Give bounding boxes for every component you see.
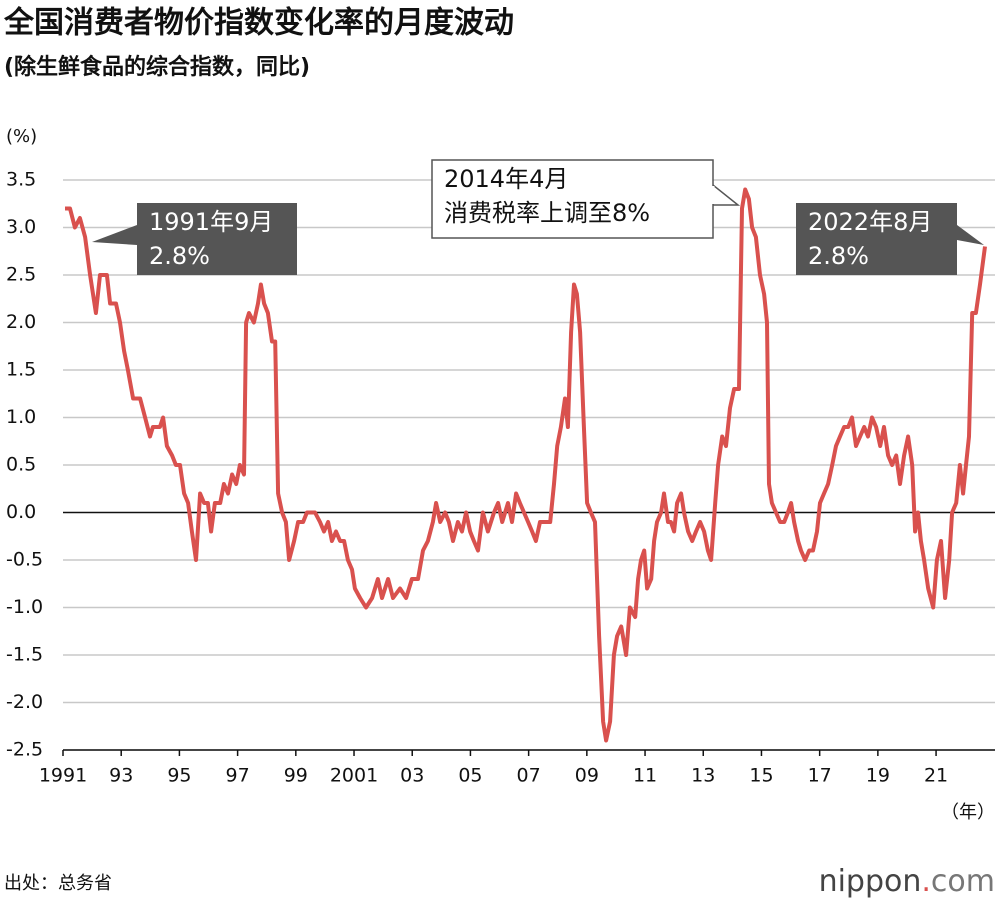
y-tick-label: 2.0 [6, 311, 36, 333]
x-tick-label: 09 [575, 765, 599, 787]
x-tick-label: 07 [517, 765, 541, 787]
x-tick-label: 99 [284, 765, 308, 787]
x-tick-label: 19 [866, 765, 890, 787]
x-tick-label: 95 [167, 765, 191, 787]
annotation-text: 2014年4月 [444, 165, 568, 193]
y-tick-label: 1.5 [6, 359, 36, 381]
y-tick-label: 3.5 [6, 169, 36, 191]
y-tick-label: 0.5 [6, 454, 36, 476]
logo-domain: com [931, 864, 995, 899]
x-tick-label: 13 [691, 765, 715, 787]
y-tick-label: 2.5 [6, 264, 36, 286]
data-line [65, 187, 987, 743]
annotation: 1991年9月 2.8% [92, 203, 297, 275]
x-tick-label: 21 [924, 765, 948, 787]
x-tick-label: 93 [109, 765, 133, 787]
source: 出处：总务省 [4, 873, 112, 894]
annotation-pointer [957, 225, 984, 245]
x-tick-label: 17 [808, 765, 832, 787]
annotation-text: 消费税率上调至8% [444, 199, 650, 227]
x-tick-label: 03 [400, 765, 424, 787]
y-tick-label: -2.0 [6, 691, 43, 713]
y-unit: (%) [6, 126, 37, 147]
logo: nippon.com [819, 864, 995, 899]
y-tick-label: 0.0 [6, 501, 36, 523]
x-tick-label: 1991 [39, 765, 87, 787]
chart-subtitle: (除生鲜食品的综合指数，同比) [4, 54, 310, 80]
logo-name: nippon [819, 864, 922, 899]
annotation-text: 1991年9月 [149, 208, 273, 236]
annotation-text: 2022年8月 [808, 208, 932, 236]
annotation-text: 2.8% [149, 242, 210, 270]
logo-dot: . [921, 864, 931, 899]
annotation-pointer [92, 225, 137, 245]
annotation-box [137, 203, 297, 275]
x-unit: （年） [941, 802, 995, 823]
x-tick-label: 2001 [330, 765, 378, 787]
annotation: 2022年8月 2.8% [796, 203, 984, 275]
annotation-box [796, 203, 957, 275]
x-tick-label: 15 [749, 765, 773, 787]
x-tick-label: 97 [226, 765, 250, 787]
y-tick-label: 1.0 [6, 406, 36, 428]
annotation-text: 2.8% [808, 242, 869, 270]
x-tick-label: 05 [458, 765, 482, 787]
y-tick-label: -1.5 [6, 644, 43, 666]
y-tick-label: -0.5 [6, 549, 43, 571]
logo-text: nippon.com [819, 864, 995, 899]
annotation-box [431, 159, 714, 239]
y-tick-label: -1.0 [6, 596, 43, 618]
y-tick-label: 3.0 [6, 216, 36, 238]
y-tick-label: -2.5 [6, 739, 43, 761]
x-tick-label: 11 [633, 765, 657, 787]
chart-title: 全国消费者物价指数变化率的月度波动 [3, 6, 514, 41]
